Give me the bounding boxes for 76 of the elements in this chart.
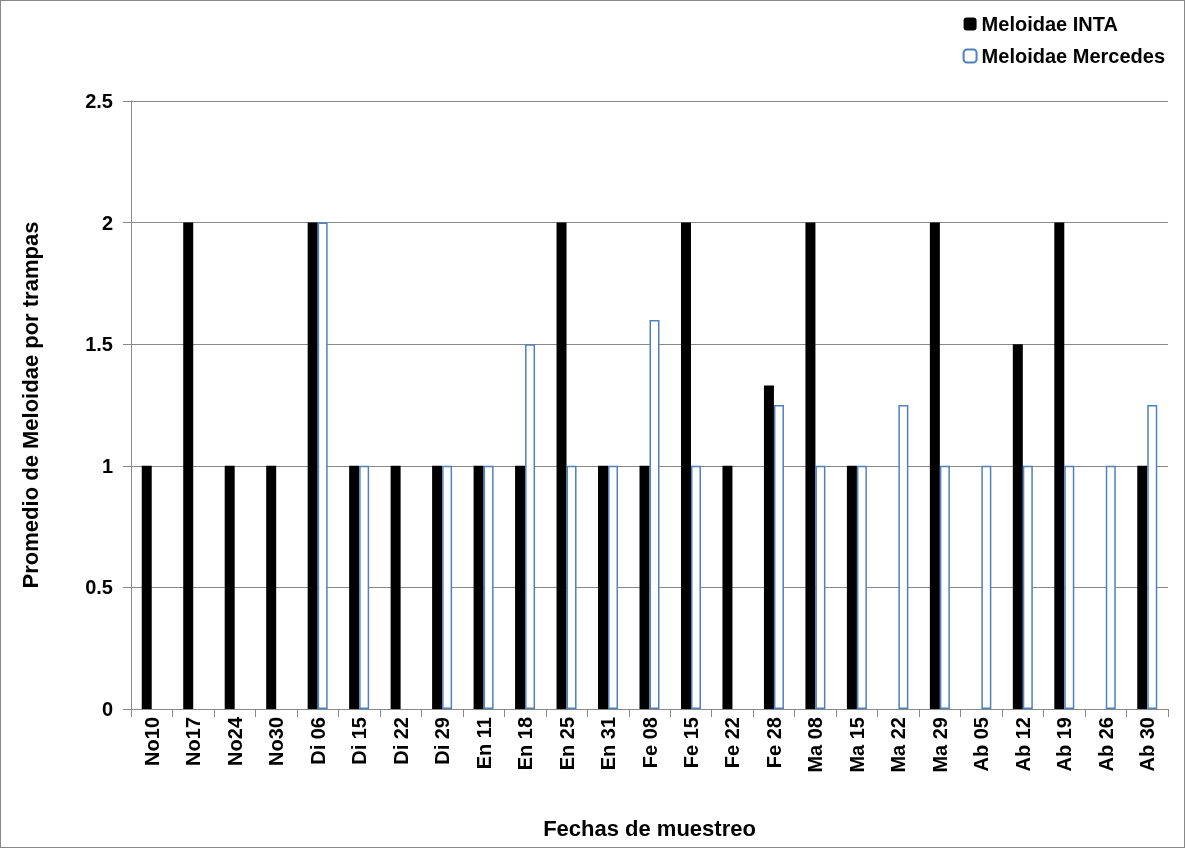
x-tick-label: No10: [140, 717, 163, 766]
x-tick-label: Di 06: [306, 717, 329, 765]
y-tick-label: 0: [101, 698, 113, 720]
y-axis-title: Promedio de Meloidae por trampas: [17, 221, 43, 589]
x-tick-label: Fe 22: [721, 717, 744, 769]
bar: [1022, 465, 1033, 709]
y-tick-label: 2.5: [85, 90, 113, 112]
bar: [515, 465, 526, 709]
x-tick-label: Fe 08: [638, 717, 661, 769]
legend-label: Meloidae Mercedes: [981, 45, 1166, 67]
x-tick-label: Ma 22: [887, 717, 910, 773]
x-tick-label: Di 22: [389, 717, 412, 765]
bar: [981, 465, 992, 709]
bar: [266, 465, 277, 709]
bar: [442, 465, 453, 709]
x-tick-label: Di 15: [348, 717, 371, 765]
bar: [856, 465, 867, 709]
bar: [639, 465, 650, 709]
bar: [183, 222, 194, 709]
bar: [349, 465, 360, 709]
bar: [898, 405, 909, 709]
y-tick-label: 0.5: [85, 576, 113, 599]
x-tick-label: Ab 05: [970, 717, 993, 772]
x-tick-label: No17: [182, 717, 205, 766]
bar: [1054, 222, 1065, 709]
x-tick-label: Di 29: [431, 717, 454, 765]
bar: [929, 222, 940, 709]
bar: [1105, 465, 1116, 709]
bar: [432, 465, 443, 709]
bar: [805, 222, 816, 709]
x-tick-label: Ab 12: [1011, 717, 1034, 772]
bar: [1137, 465, 1148, 709]
bar: [598, 465, 609, 709]
x-tick-label: No30: [265, 717, 288, 766]
bar: [566, 465, 577, 709]
x-tick-label: Fe 15: [679, 717, 702, 769]
bar: [1064, 465, 1075, 709]
x-tick-label: En 25: [555, 717, 578, 771]
x-axis-title: Fechas de muestreo: [543, 815, 756, 841]
bar: [473, 465, 484, 709]
x-tick-label: No24: [223, 716, 246, 766]
bar: [763, 385, 774, 709]
bar: [649, 319, 660, 709]
bar: [773, 405, 784, 709]
bar: [1012, 344, 1023, 709]
bar: [224, 465, 235, 709]
bar: [359, 465, 370, 709]
bar: [141, 465, 152, 709]
bar: [556, 222, 567, 709]
x-tick-label: Ab 26: [1094, 717, 1117, 772]
bar: [1147, 405, 1158, 709]
bar: [483, 465, 494, 709]
x-tick-label: Ab 30: [1136, 717, 1159, 772]
bar: [722, 465, 733, 709]
x-tick-label: Ma 08: [804, 717, 827, 773]
bar: [307, 222, 318, 709]
bar: [815, 465, 826, 709]
bar: [939, 465, 950, 709]
x-tick-label: Ma 15: [845, 717, 868, 773]
x-tick-label: En 31: [597, 717, 620, 771]
bar: [846, 465, 857, 709]
bar: [680, 222, 691, 709]
bar: [608, 465, 619, 709]
x-tick-label: En 11: [472, 717, 495, 770]
bar: [390, 465, 401, 709]
x-tick-label: En 18: [514, 717, 537, 771]
y-tick-label: 1.5: [85, 333, 113, 356]
bar: [317, 222, 328, 709]
y-tick-label: 2: [101, 211, 113, 234]
y-tick-label: 1: [101, 454, 113, 477]
x-tick-label: Ab 19: [1053, 717, 1076, 772]
bar: [690, 465, 701, 709]
x-tick-label: Ma 29: [928, 717, 951, 773]
bar: [525, 344, 536, 709]
x-tick-label: Fe 28: [762, 717, 785, 769]
legend-label: Meloidae INTA: [981, 13, 1118, 35]
